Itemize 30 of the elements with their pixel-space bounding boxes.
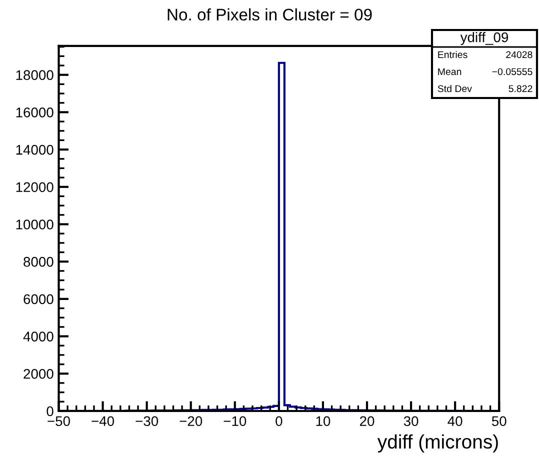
- y-tick-label: 12000: [16, 182, 54, 192]
- text: 5.822: [508, 85, 532, 92]
- x-tick-label: −50: [48, 416, 70, 426]
- y-tick-label: 8000: [24, 256, 54, 267]
- y-tick-label: 2000: [24, 368, 54, 379]
- annotation: Std Dev: [438, 84, 472, 92]
- x-tick-label: 20: [360, 416, 374, 426]
- annotation: Mean: [438, 68, 462, 76]
- text: 24028: [506, 51, 532, 58]
- y-tick-label: 18000: [16, 70, 54, 80]
- text: ydiff_09: [460, 32, 508, 45]
- chart-title: No. of Pixels in Cluster = 09: [168, 8, 372, 21]
- y-tick-label: 10000: [16, 220, 54, 230]
- x-tick-label: 30: [404, 416, 418, 426]
- x-tick-label: −30: [136, 416, 158, 426]
- y-tick-label: 6000: [24, 294, 54, 304]
- annotation: Entries: [438, 50, 468, 58]
- y-tick-label: 0: [46, 406, 54, 416]
- x-tick-label: −10: [224, 416, 246, 426]
- y-tick-label: 4000: [23, 332, 54, 342]
- x-tick-label: 0: [276, 416, 282, 426]
- x-tick-label: −20: [180, 416, 202, 426]
- annotation: −0.05555: [492, 68, 532, 76]
- x-tick-label: 50: [492, 416, 506, 426]
- y-tick-label: 14000: [16, 144, 54, 155]
- x-tick-label: −40: [92, 416, 114, 426]
- x-tick-label: 40: [448, 416, 462, 426]
- x-axis-title: ydiff (microns): [377, 434, 498, 452]
- x-tick-label: 10: [316, 416, 330, 426]
- y-tick-label: 16000: [16, 108, 54, 118]
